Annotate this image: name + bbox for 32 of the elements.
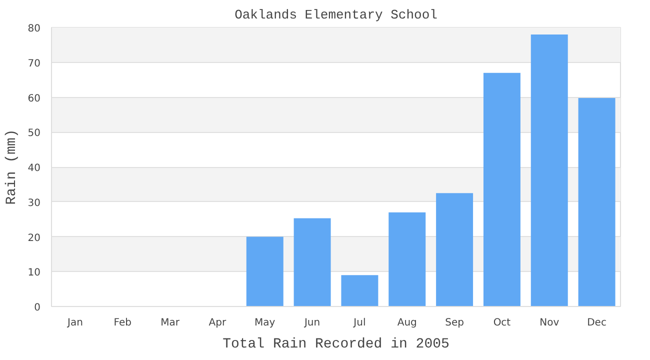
x-tick-label: Apr	[208, 318, 227, 328]
x-tick-label: May	[254, 318, 276, 328]
y-tick-label: 0	[34, 302, 41, 314]
bar	[530, 34, 568, 306]
y-tick-label: 40	[28, 163, 41, 174]
x-tick-label: Jul	[352, 318, 366, 328]
x-tick-label: Nov	[540, 318, 560, 328]
x-tick-label: Aug	[397, 318, 417, 328]
y-tick-label: 70	[28, 58, 41, 70]
x-tick-label: Sep	[445, 318, 464, 328]
y-tick-label: 80	[28, 24, 41, 34]
y-axis-title: Rain (mm)	[4, 129, 20, 205]
bar	[341, 275, 378, 306]
x-tick-label: Oct	[493, 318, 511, 328]
y-tick-label: 60	[28, 93, 41, 104]
y-tick-label: 10	[28, 268, 41, 279]
x-tick-label: Jan	[66, 318, 83, 328]
x-axis-title: Total Rain Recorded in 2005	[222, 336, 450, 352]
x-tick-label: Feb	[114, 318, 132, 328]
y-tick-label: 20	[28, 232, 41, 244]
y-tick-label: 50	[28, 128, 41, 140]
bar	[246, 236, 284, 306]
y-tick-label: 30	[28, 198, 41, 209]
x-tick-label: Jun	[303, 318, 320, 328]
x-tick-label: Mar	[160, 318, 180, 328]
bar	[294, 218, 331, 306]
bar	[436, 193, 474, 306]
bar	[578, 98, 616, 306]
chart-title: Oaklands Elementary School	[234, 8, 438, 22]
x-tick-label: Dec	[587, 318, 606, 328]
bar	[483, 72, 520, 306]
bar	[388, 212, 426, 306]
